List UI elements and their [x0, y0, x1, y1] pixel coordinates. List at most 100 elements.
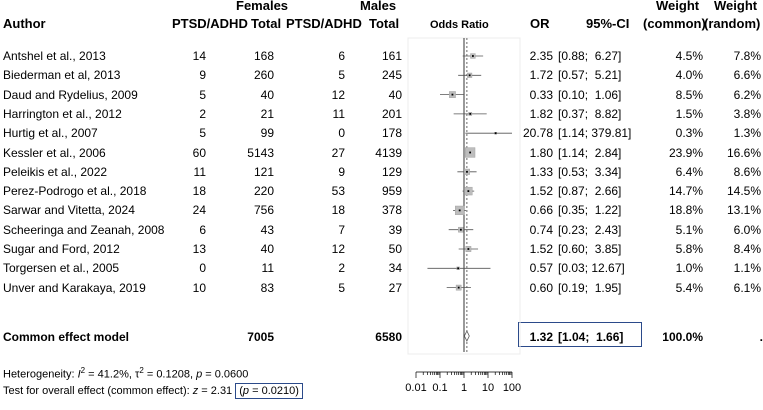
summary-w-random: . [759, 330, 763, 344]
summary-w-common: 100.0% [662, 330, 703, 344]
study-ci: [0.57; 5.21] [558, 68, 622, 83]
point-estimate [457, 267, 460, 270]
summary-f-total: 7005 [247, 330, 274, 344]
female-total: 11 [261, 261, 274, 276]
study-or: 1.72 [529, 68, 553, 83]
study-or: 1.52 [529, 242, 553, 256]
female-total: 99 [260, 126, 274, 141]
study-author: Biederman et al, 2013 [3, 68, 121, 83]
weight-common: 4.5% [675, 49, 703, 63]
study-or: 1.82 [529, 106, 553, 121]
male-total: 34 [388, 261, 402, 276]
header-f-total: Total [251, 16, 282, 31]
point-estimate [467, 190, 470, 192]
tick-label: 0.1 [432, 382, 447, 394]
male-total: 378 [381, 203, 402, 218]
male-total: 50 [388, 242, 402, 256]
female-total: 83 [260, 280, 274, 295]
study-author: Sugar and Ford, 2012 [3, 242, 120, 256]
male-events: 7 [338, 222, 345, 237]
study-ci: [0.19; 1.95] [558, 280, 622, 295]
point-estimate [457, 286, 460, 289]
header-or: OR [530, 16, 550, 31]
male-events: 11 [332, 106, 345, 121]
male-total: 178 [381, 126, 402, 141]
female-events: 14 [192, 49, 206, 63]
female-total: 756 [253, 203, 274, 218]
male-events: 12 [331, 87, 345, 102]
weight-random: 7.8% [733, 49, 761, 63]
female-total: 168 [253, 49, 274, 63]
header-weight-random: Weight [714, 0, 758, 13]
study-author: Kessler et al., 2006 [3, 145, 106, 160]
tick-label: 100 [503, 382, 521, 394]
header-w-random: (random) [704, 16, 761, 31]
weight-common: 14.7% [668, 184, 703, 199]
tick-label: 0.01 [405, 382, 426, 394]
header-f-events: PTSD/ADHD [172, 16, 248, 31]
header-males: Males [360, 0, 397, 13]
point-estimate [451, 93, 454, 96]
study-ci: [0.37; 8.82] [558, 106, 622, 121]
weight-random: 1.3% [733, 126, 761, 141]
study-author: Harrington et al., 2012 [3, 106, 122, 121]
female-total: 21 [260, 106, 274, 121]
study-ci: [0.10; 1.06] [558, 87, 622, 102]
heterogeneity-text: Heterogeneity: I2 = 41.2%, τ2 = 0.1208, … [3, 366, 249, 381]
female-total: 43 [260, 222, 274, 237]
male-total: 40 [388, 87, 402, 102]
summary-or: 1.32 [529, 330, 553, 344]
tick-label: 1 [461, 382, 467, 394]
male-events: 18 [331, 203, 345, 218]
study-or: 2.35 [529, 49, 553, 63]
female-total: 40 [260, 242, 274, 256]
study-author: Torgersen et al., 2005 [3, 261, 120, 276]
overall-effect-text: Test for overall effect (common effect):… [3, 383, 303, 399]
study-ci: [1.14; 379.81] [558, 126, 632, 141]
weight-common: 4.0% [675, 68, 703, 83]
study-ci: [0.03; 12.67] [558, 261, 625, 276]
male-events: 53 [331, 184, 345, 199]
study-author: Hurtig et al., 2007 [3, 126, 98, 141]
study-or: 0.74 [529, 222, 553, 237]
weight-common: 18.8% [668, 203, 703, 218]
point-estimate [472, 55, 474, 57]
point-estimate [469, 151, 472, 154]
weight-random: 6.0% [733, 222, 761, 237]
study-author: Sarwar and Vitetta, 2024 [3, 203, 135, 218]
study-or: 0.57 [529, 261, 553, 276]
weight-common: 1.0% [675, 261, 703, 276]
male-total: 161 [381, 49, 402, 63]
male-total: 201 [381, 106, 402, 121]
header-m-total: Total [369, 16, 400, 31]
study-or: 1.52 [529, 184, 553, 199]
female-events: 10 [192, 280, 206, 295]
weight-common: 1.5% [675, 106, 703, 121]
male-events: 27 [331, 145, 345, 160]
study-author: Peleikis et al., 2022 [3, 164, 108, 179]
study-or: 20.78 [522, 126, 553, 141]
male-events: 12 [331, 242, 345, 256]
study-or: 0.60 [529, 280, 553, 295]
weight-random: 13.1% [726, 203, 761, 218]
male-total: 129 [381, 164, 402, 179]
header-weight-common: Weight [656, 0, 700, 13]
summary-m-total: 6580 [375, 330, 402, 344]
female-events: 9 [199, 68, 206, 83]
point-estimate [494, 132, 497, 135]
female-total: 220 [253, 184, 274, 199]
study-ci: [0.35; 1.22] [558, 203, 622, 218]
study-or: 0.66 [529, 203, 553, 218]
point-estimate [458, 209, 461, 212]
study-ci: [0.87; 2.66] [558, 184, 622, 199]
weight-random: 1.1% [733, 261, 761, 276]
study-author: Antshel et al., 2013 [3, 49, 106, 63]
study-or: 0.33 [529, 87, 553, 102]
study-ci: [0.23; 2.43] [558, 222, 622, 237]
weight-common: 5.1% [675, 222, 703, 237]
study-author: Perez-Podrogo et al., 2018 [3, 184, 147, 199]
weight-random: 6.1% [733, 280, 761, 295]
male-events: 6 [338, 49, 345, 63]
weight-random: 8.6% [733, 164, 761, 179]
